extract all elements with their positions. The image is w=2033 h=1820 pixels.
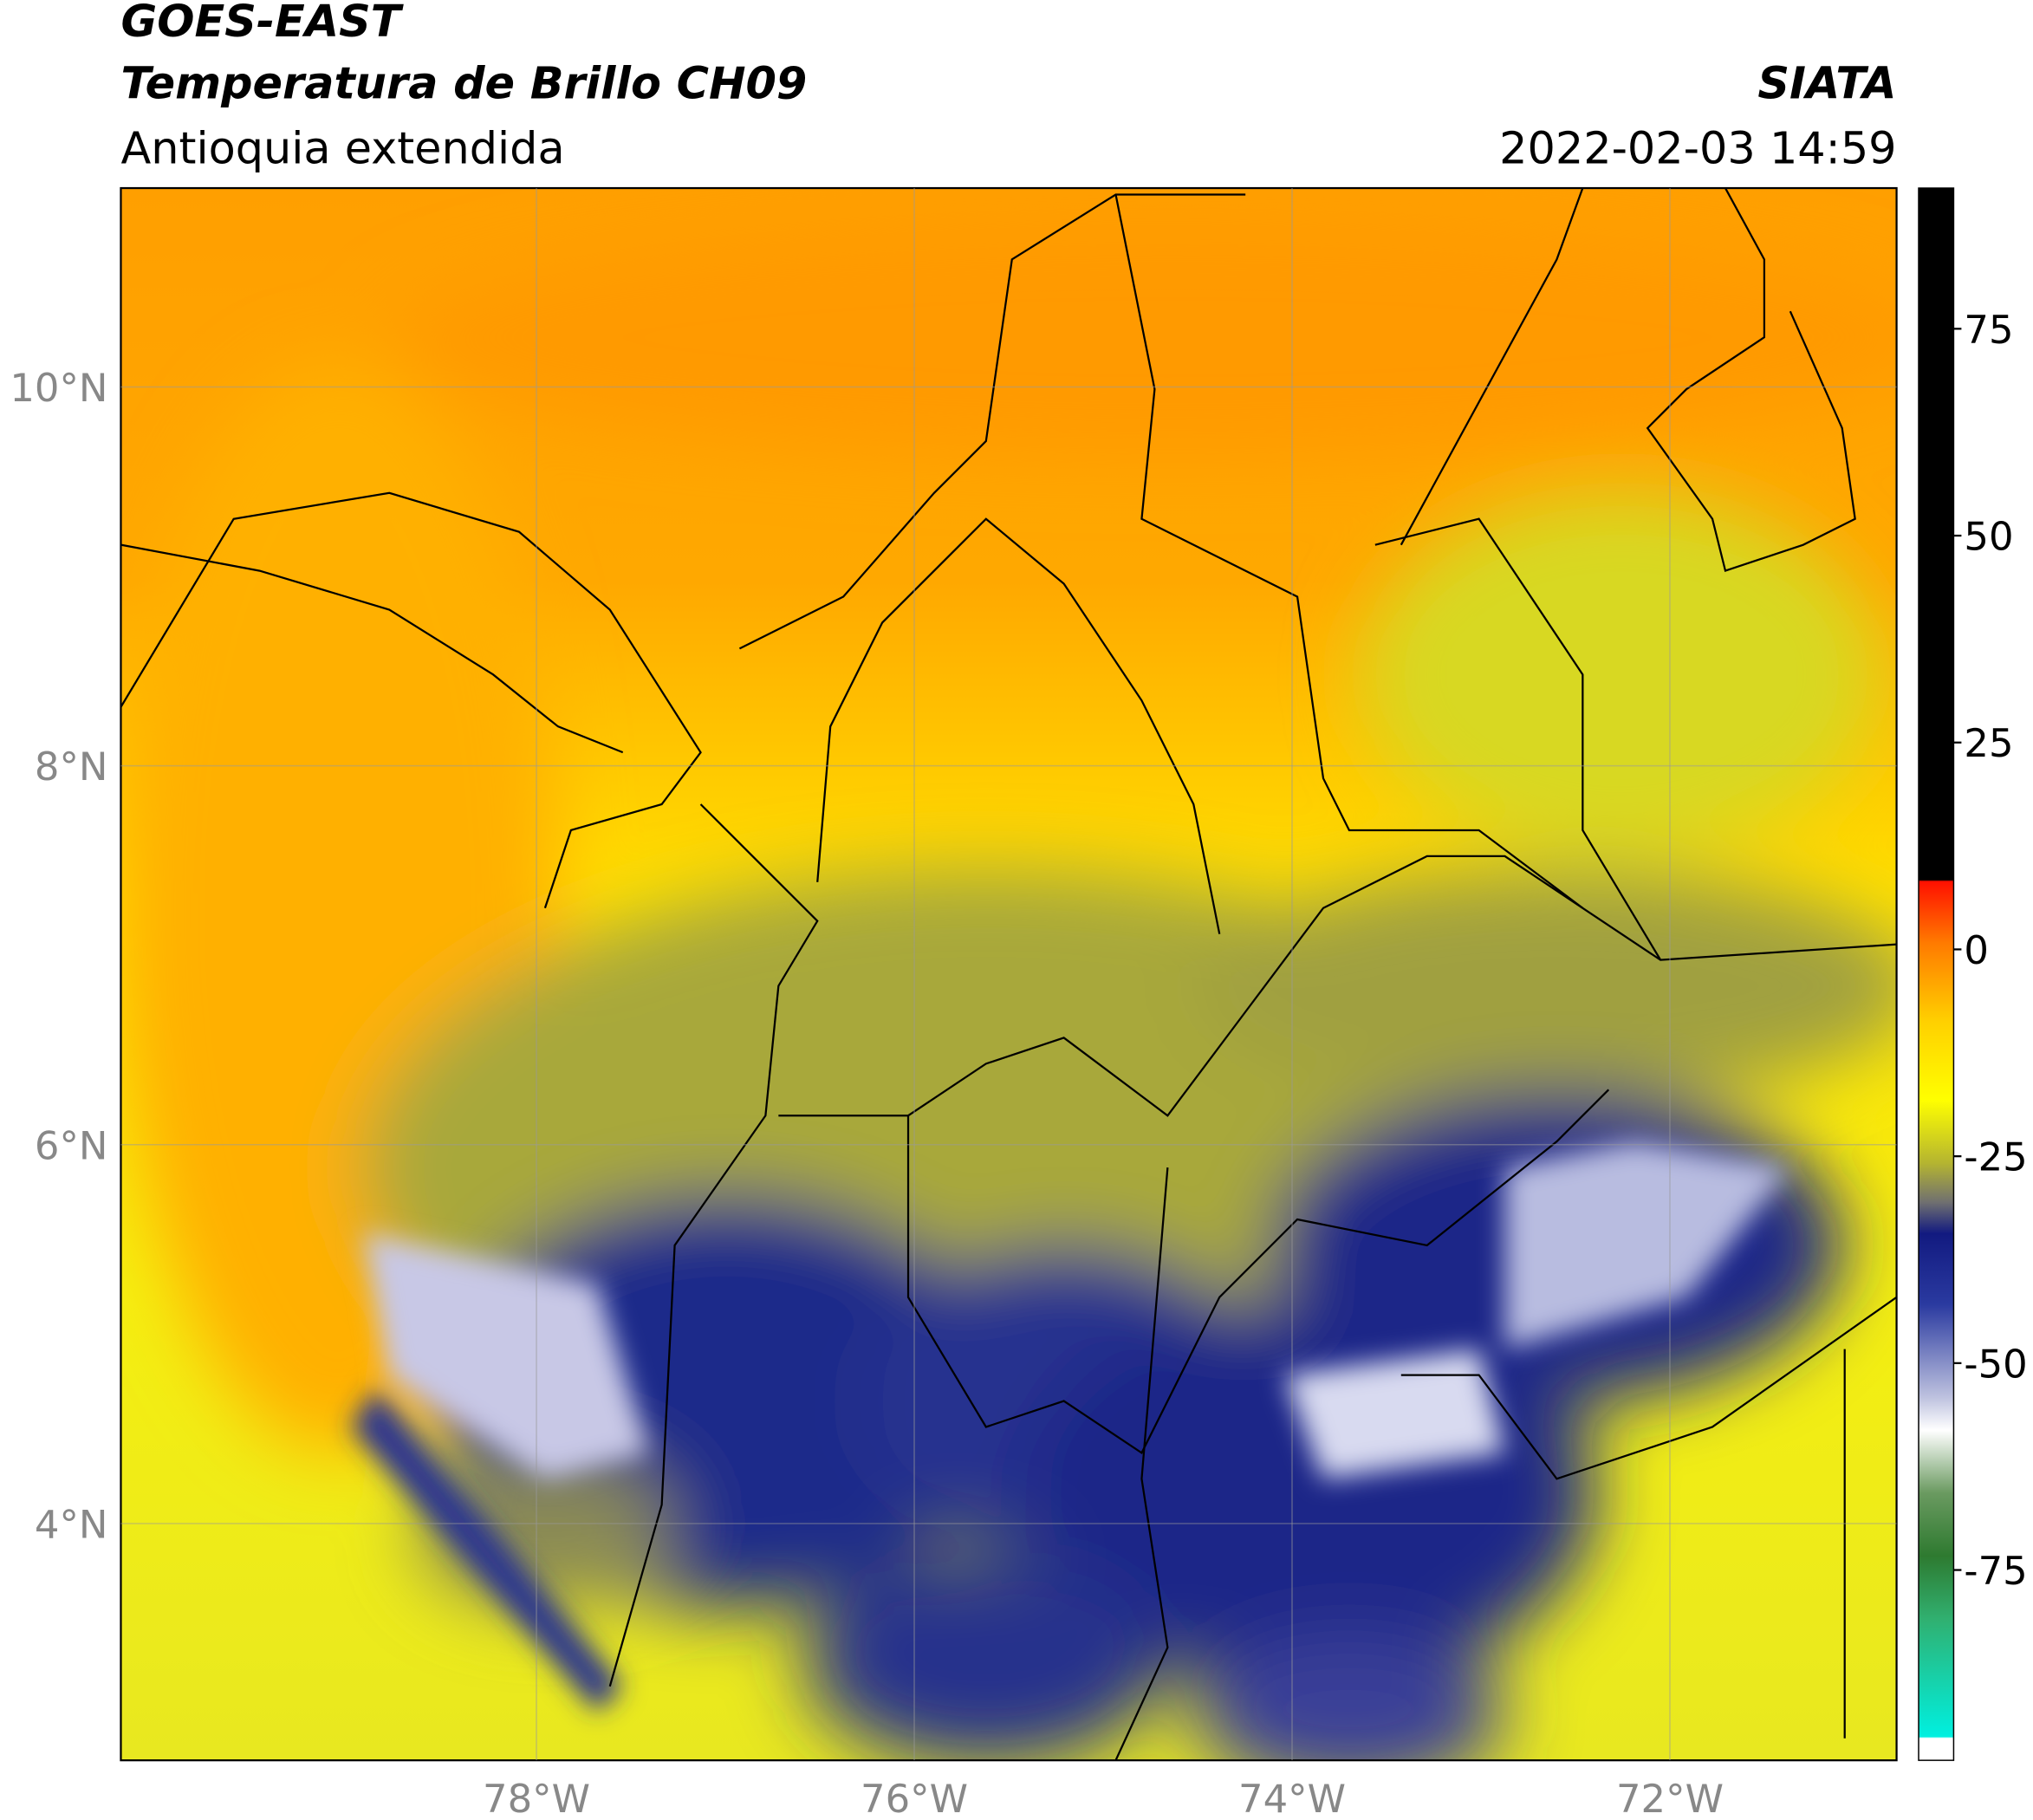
map-frame <box>120 186 1898 1762</box>
colorbar-tick-label: 50 <box>1964 514 2013 560</box>
lon-tick-label: 76°W <box>861 1776 968 1820</box>
colorbar-tick-label: 25 <box>1964 720 2013 766</box>
colorbar-tick-label: -75 <box>1964 1548 2027 1594</box>
satellite-image <box>120 188 1897 1761</box>
colorbar <box>1918 187 1955 1761</box>
title: GOES-EAST <box>120 0 404 48</box>
subtitle: Temperatura de Brillo CH09 <box>120 59 807 110</box>
colorbar-tick-label: -50 <box>1964 1341 2027 1387</box>
region: Antioquia extendida <box>120 124 564 175</box>
lat-tick-label: 8°N <box>35 744 108 790</box>
colorbar-tick-label: 0 <box>1964 927 1989 973</box>
tick-labels: 10°N 8°N 6°N 4°N 78°W 76°W 74°W 72°W 75 50 25 0 -25 -… <box>10 307 2027 1820</box>
lon-tick-label: 74°W <box>1238 1776 1346 1820</box>
lat-tick-label: 4°N <box>35 1501 108 1547</box>
lat-tick-label: 10°N <box>10 365 107 411</box>
lon-tick-label: 72°W <box>1616 1776 1724 1820</box>
colorbar-tick-label: -25 <box>1964 1134 2027 1180</box>
lon-tick-label: 78°W <box>483 1776 590 1820</box>
colorbar-tick-label: 75 <box>1964 307 2013 353</box>
source: SIATA <box>1757 59 1896 110</box>
lat-tick-label: 6°N <box>35 1122 108 1168</box>
borders <box>120 188 1897 1761</box>
grid <box>120 188 1897 1761</box>
datetime: 2022-02-03 14:59 <box>1499 124 1896 175</box>
